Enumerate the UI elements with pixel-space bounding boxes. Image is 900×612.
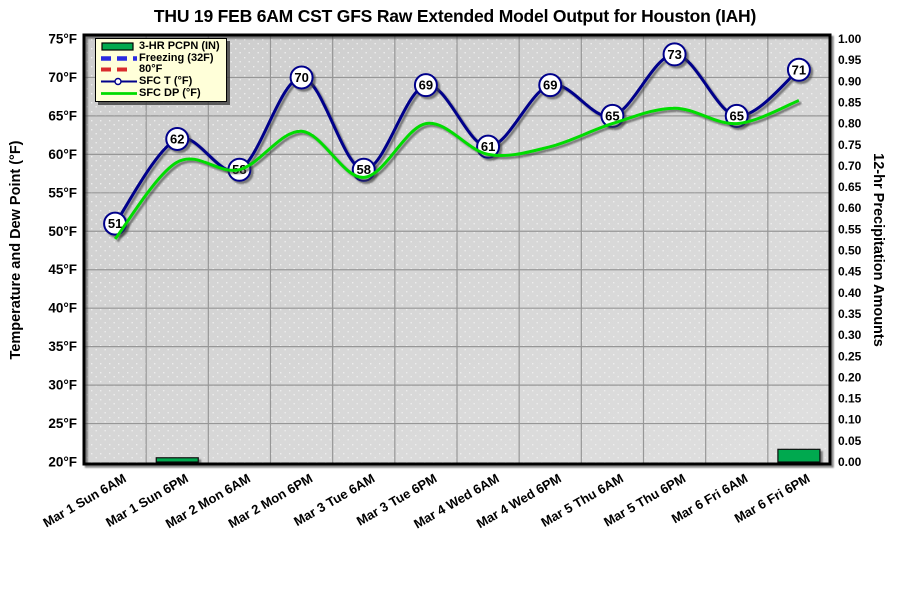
y-right-tick-label: 0.00 <box>838 455 862 469</box>
sfc-t-value-label: 62 <box>170 131 184 146</box>
sfc-t-marker <box>165 126 190 151</box>
y-right-tick-label: 0.95 <box>838 53 862 67</box>
y-left-tick-label: 40°F <box>48 301 77 316</box>
y-right-tick-label: 0.35 <box>838 307 862 321</box>
y-right-tick-label: 0.15 <box>838 392 862 406</box>
y-right-tick-label: 0.20 <box>838 370 862 384</box>
y-right-tick-label: 0.55 <box>838 222 862 236</box>
y-left-tick-label: 20°F <box>48 455 77 470</box>
sfc-t-value-label: 58 <box>357 162 371 177</box>
legend-swatch-bar <box>101 42 134 51</box>
pcpn-bar <box>155 457 199 463</box>
pcpn-bar <box>777 448 821 463</box>
y-right-tick-label: 0.50 <box>838 244 862 258</box>
y-right-tick-label: 1.00 <box>838 32 862 46</box>
legend-swatch-line <box>101 91 137 95</box>
legend-label: SFC T (°F) <box>139 75 193 88</box>
y-right-tick-label: 0.75 <box>838 138 862 152</box>
legend-swatch-dash-thick <box>101 56 137 61</box>
sfc-t-value-label: 51 <box>108 216 122 231</box>
y-right-tick-label: 0.80 <box>838 117 862 131</box>
sfc-t-value-label: 73 <box>667 47 681 62</box>
sfc-t-value-label: 61 <box>481 139 495 154</box>
sfc-t-value-label: 70 <box>294 70 308 85</box>
sfc-t-value-label: 69 <box>419 78 433 93</box>
sfc-t-marker <box>662 42 687 67</box>
y-right-tick-label: 0.70 <box>838 159 862 173</box>
legend-item: Freezing (32F) <box>99 51 220 65</box>
legend-label: SFC DP (°F) <box>139 86 201 99</box>
sfc-t-marker <box>538 73 563 98</box>
y-right-tick-label: 0.85 <box>838 95 862 109</box>
y-left-tick-label: 35°F <box>48 339 77 354</box>
y-left-tick-label: 50°F <box>48 224 77 239</box>
y-right-tick-label: 0.40 <box>838 286 862 300</box>
y-right-tick-label: 0.65 <box>838 180 862 194</box>
legend-swatch-dash <box>101 67 129 72</box>
sfc-t-value-label: 65 <box>605 108 619 123</box>
sfc-t-marker <box>786 57 811 82</box>
legend-item: 3-HR PCPN (IN) <box>99 41 220 53</box>
y-left-tick-label: 30°F <box>48 378 77 393</box>
legend-item: SFC T (°F) <box>99 76 220 88</box>
y-left-tick-label: 75°F <box>48 32 77 47</box>
y-right-tick-label: 0.60 <box>838 201 862 215</box>
legend-swatch-line-marker <box>101 77 137 86</box>
y-right-tick-label: 0.05 <box>838 434 862 448</box>
legend-label: Freezing (32F) <box>139 51 214 64</box>
sfc-t-marker <box>289 65 314 90</box>
sfc-t-value-label: 65 <box>730 108 744 123</box>
y-right-tick-label: 0.10 <box>838 413 862 427</box>
sfc-dp-line <box>113 99 800 240</box>
y-left-tick-label: 70°F <box>48 70 77 85</box>
y-left-tick-label: 45°F <box>48 262 77 277</box>
y-right-tick-label: 0.90 <box>838 74 862 88</box>
y-left-tick-label: 25°F <box>48 416 77 431</box>
legend-label: 3-HR PCPN (IN) <box>139 40 220 53</box>
sfc-t-value-label: 71 <box>792 62 806 77</box>
legend-label: 80°F <box>139 63 163 76</box>
y-left-tick-label: 55°F <box>48 185 77 200</box>
y-left-tick-label: 60°F <box>48 147 77 162</box>
y-right-tick-label: 0.25 <box>838 349 862 363</box>
plot-frame <box>82 33 832 466</box>
legend-item: 80°F <box>99 64 220 76</box>
sfc-t-value-label: 69 <box>543 78 557 93</box>
y-right-tick-label: 0.30 <box>838 328 862 342</box>
legend-item: SFC DP (°F) <box>99 87 220 99</box>
y-right-tick-label: 0.45 <box>838 265 862 279</box>
sfc-t-marker <box>413 73 438 98</box>
chart-legend: 3-HR PCPN (IN) Freezing (32F) 80°F SFC T (°… <box>95 38 227 102</box>
y-left-tick-label: 65°F <box>48 108 77 123</box>
chart-title: THU 19 FEB 6AM CST GFS Raw Extended Mode… <box>153 6 757 26</box>
